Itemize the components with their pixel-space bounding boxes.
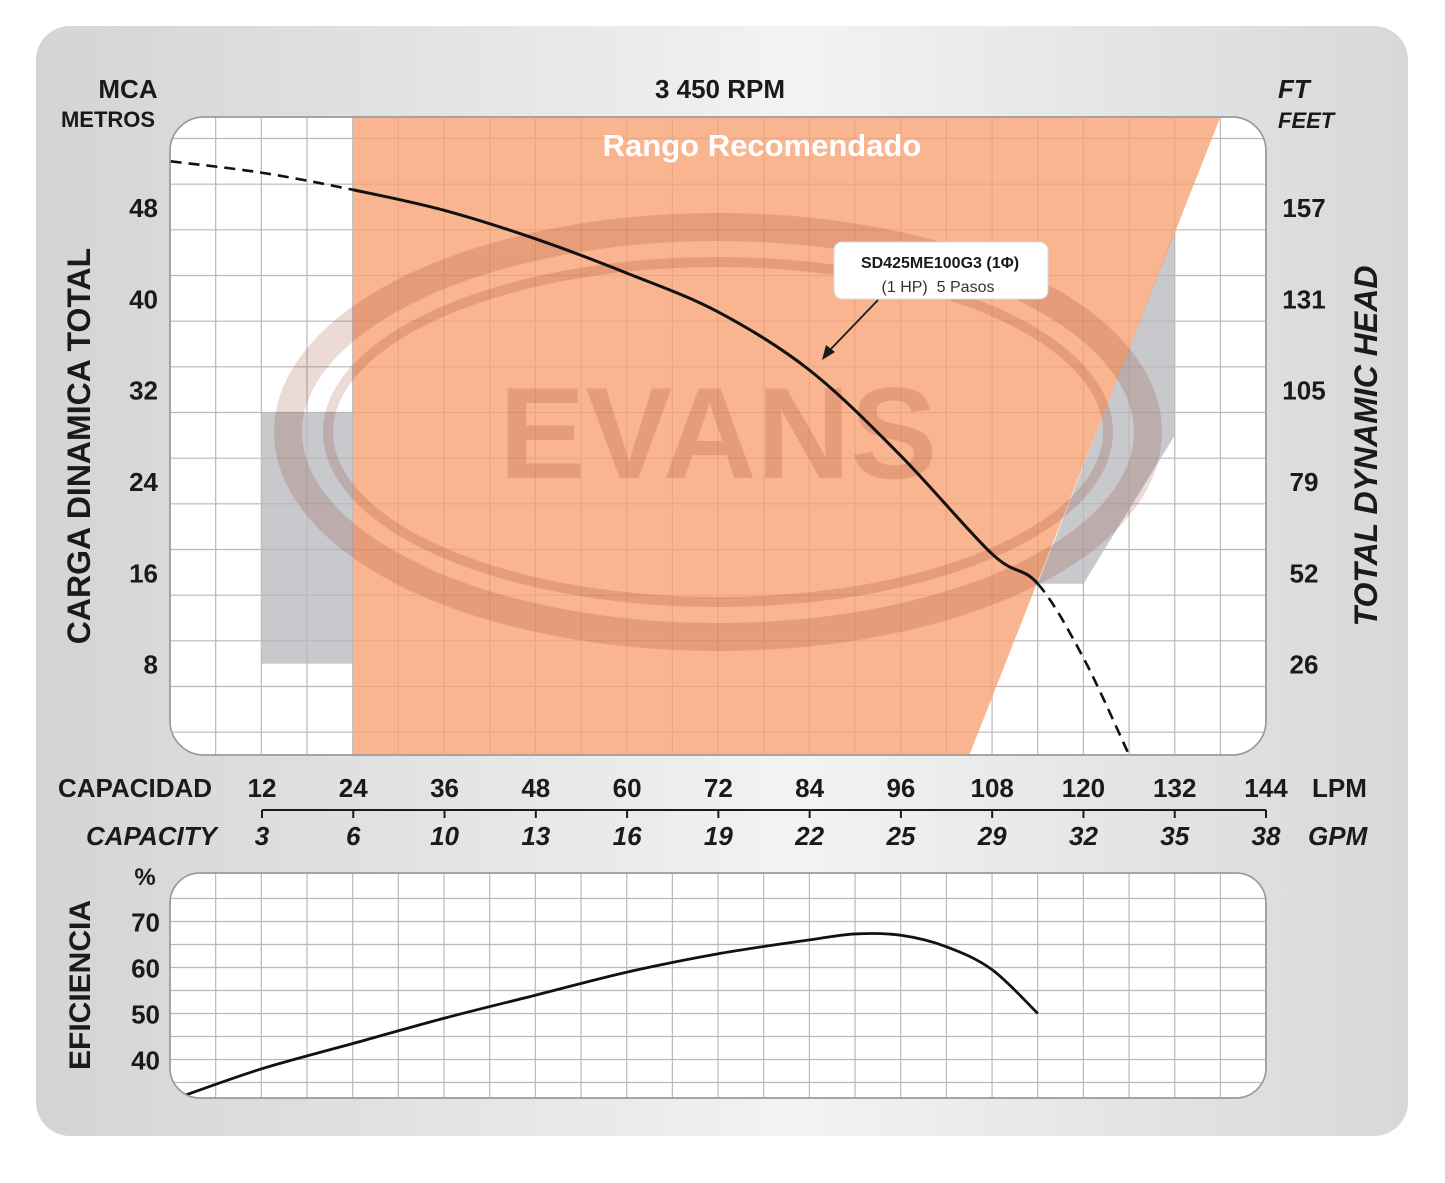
y-tick-label-right: 105 <box>1282 376 1325 406</box>
left-unit-bottom: METROS <box>61 107 155 132</box>
callout-model-label: SD425ME100G3 (1Φ) <box>861 255 1019 272</box>
efficiency-curve <box>181 932 1039 1098</box>
eff-y-tick-label: 60 <box>131 954 160 984</box>
y-tick-label: 32 <box>129 376 158 406</box>
x-tick-label-lpm: 48 <box>521 773 550 803</box>
y-tick-label: 48 <box>129 193 158 223</box>
efficiency-unit: % <box>134 864 155 891</box>
pump-curve-layer <box>170 160 1131 755</box>
x-tick-label-gpm: 32 <box>1069 821 1098 851</box>
y-tick-label-right: 131 <box>1282 284 1325 314</box>
x-tick-label-lpm: 108 <box>970 773 1013 803</box>
right-axis-title: TOTAL DYNAMIC HEAD <box>1348 266 1384 627</box>
x-tick-label-gpm: 3 <box>255 821 270 851</box>
x-tick-label-lpm: 24 <box>339 773 368 803</box>
lpm-unit-label: LPM <box>1312 773 1367 803</box>
pump-curve-dashed-low <box>170 160 354 192</box>
x-tick-label-gpm: 38 <box>1252 821 1281 851</box>
y-tick-label-right: 26 <box>1290 650 1319 680</box>
x-tick-label-gpm: 6 <box>346 821 361 851</box>
recommended-range-label: Rango Recomendado <box>603 128 922 163</box>
high-flow-zone <box>1037 229 1175 584</box>
x-tick-label-gpm: 25 <box>885 821 915 851</box>
x-tick-label-lpm: 60 <box>613 773 642 803</box>
efficiency-y-ticks: 40 50 60 70 <box>131 908 160 1076</box>
efficiency-curve-layer <box>181 932 1039 1098</box>
y-tick-label: 24 <box>129 467 158 497</box>
x-tick-label-gpm: 22 <box>794 821 824 851</box>
x-tick-label-lpm: 120 <box>1062 773 1105 803</box>
callout-detail-label: (1 HP) 5 Pasos <box>882 279 995 296</box>
capacity-ticks: 12 3 24 6 36 10 48 13 60 16 72 19 84 22 96 25 108 29 120 32… <box>248 773 1289 851</box>
low-flow-zone <box>262 412 354 664</box>
eff-y-tick-label: 70 <box>131 908 160 938</box>
x-tick-label-lpm: 132 <box>1153 773 1196 803</box>
capacity-english-label: CAPACITY <box>86 821 220 851</box>
right-unit-bottom: FEET <box>1278 108 1336 133</box>
x-tick-label-lpm: 12 <box>248 773 277 803</box>
main-y-ticks: 8 26 16 52 24 79 32 105 40 131 48 157 <box>129 193 1326 680</box>
curve-callout: SD425ME100G3 (1Φ) (1 HP) 5 Pasos <box>822 241 1049 360</box>
evans-watermark: EVANS <box>274 213 1162 651</box>
callout-arrow-line <box>827 299 879 353</box>
efficiency-axis-title: EFICIENCIA <box>64 900 97 1070</box>
watermark-text: EVANS <box>499 360 937 506</box>
y-tick-label-right: 79 <box>1290 467 1319 497</box>
x-tick-label-gpm: 10 <box>430 821 459 851</box>
y-tick-label: 40 <box>129 284 158 314</box>
callout-arrow-head <box>822 345 835 360</box>
pump-curve-solid <box>352 188 1039 585</box>
gpm-unit-label: GPM <box>1308 821 1369 851</box>
eff-y-tick-label: 40 <box>131 1046 160 1076</box>
y-tick-label-right: 52 <box>1290 558 1319 588</box>
x-tick-label-gpm: 16 <box>613 821 642 851</box>
y-tick-label: 16 <box>129 558 158 588</box>
x-tick-label-gpm: 29 <box>977 821 1007 851</box>
left-unit-top: MCA <box>98 74 157 104</box>
x-tick-label-lpm: 84 <box>795 773 824 803</box>
y-tick-label-right: 157 <box>1282 193 1325 223</box>
x-tick-label-lpm: 96 <box>886 773 915 803</box>
x-tick-label-gpm: 13 <box>521 821 550 851</box>
y-tick-label: 8 <box>144 650 158 680</box>
pump-curve-dashed-high <box>1036 582 1131 755</box>
efficiency-grid <box>170 873 1266 1098</box>
x-tick-label-lpm: 36 <box>430 773 459 803</box>
eff-y-tick-label: 50 <box>131 1000 160 1030</box>
capacity-label: CAPACIDAD <box>58 773 212 803</box>
chart-title: 3 450 RPM <box>655 74 785 104</box>
x-tick-label-lpm: 72 <box>704 773 733 803</box>
x-tick-label-gpm: 35 <box>1160 821 1189 851</box>
left-axis-title: CARGA DINAMICA TOTAL <box>61 248 97 644</box>
x-tick-label-lpm: 144 <box>1244 773 1288 803</box>
right-unit-top: FT <box>1278 74 1312 104</box>
operating-zone-shading <box>262 229 1175 664</box>
x-tick-label-gpm: 19 <box>704 821 733 851</box>
